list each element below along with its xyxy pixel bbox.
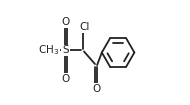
Text: Cl: Cl <box>79 22 90 32</box>
Text: O: O <box>92 84 100 94</box>
Text: S: S <box>62 45 69 55</box>
Text: CH$_3$: CH$_3$ <box>38 43 59 57</box>
Text: O: O <box>62 17 70 27</box>
Text: O: O <box>62 74 70 84</box>
